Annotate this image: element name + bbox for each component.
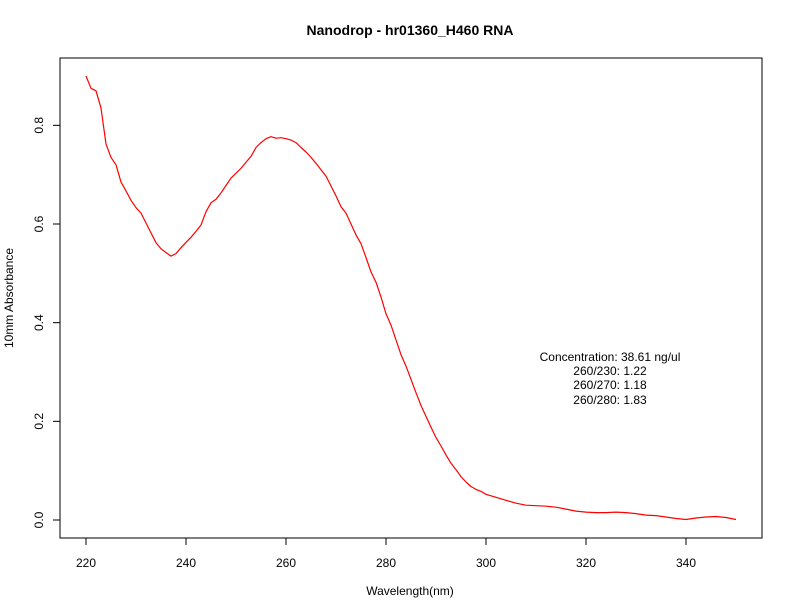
ratio-260-230-annotation: 260/230: 1.22: [573, 364, 647, 378]
x-axis-label: Wavelength(nm): [366, 584, 454, 598]
x-tick-label: 260: [276, 556, 296, 570]
y-axis-label: 10mm Absorbance: [2, 248, 16, 348]
x-axis: 220 240 260 280 300 320 340: [76, 537, 696, 570]
x-tick-label: 280: [376, 556, 396, 570]
ratio-260-280-annotation: 260/280: 1.83: [573, 393, 647, 407]
concentration-annotation: Concentration: 38.61 ng/ul: [540, 350, 681, 364]
ratio-260-270-annotation: 260/270: 1.18: [573, 378, 647, 392]
x-tick-label: 240: [176, 556, 196, 570]
y-tick-label: 0.6: [32, 215, 46, 232]
x-tick-label: 220: [76, 556, 96, 570]
y-tick-label: 0.8: [32, 117, 46, 134]
x-tick-label: 340: [676, 556, 696, 570]
absorbance-series-line: [85, 75, 737, 521]
y-axis: 0.0 0.2 0.4 0.6 0.8: [32, 117, 61, 528]
x-tick-label: 320: [576, 556, 596, 570]
y-tick-label: 0.0: [32, 511, 46, 528]
series-layer: [85, 75, 737, 521]
x-tick-label: 300: [476, 556, 496, 570]
y-tick-label: 0.4: [32, 314, 46, 331]
y-tick-label: 0.2: [32, 413, 46, 430]
annotation-block: Concentration: 38.61 ng/ul 260/230: 1.22…: [540, 350, 681, 407]
chart-title: Nanodrop - hr01360_H460 RNA: [307, 22, 514, 38]
